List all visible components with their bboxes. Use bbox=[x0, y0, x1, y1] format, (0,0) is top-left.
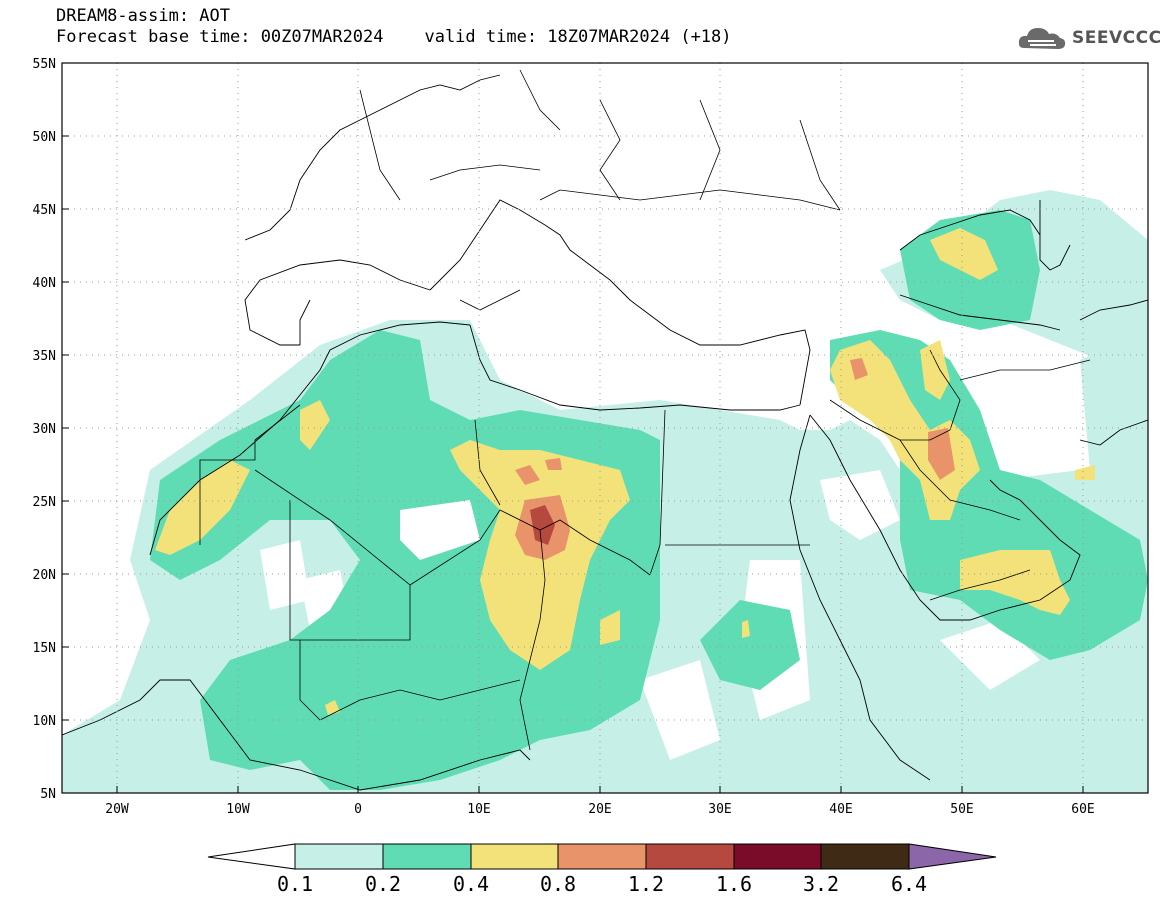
lat-label: 10N bbox=[33, 714, 56, 729]
colorbar-label: 1.6 bbox=[716, 872, 752, 896]
lon-label: 20W bbox=[105, 802, 129, 817]
lat-label: 15N bbox=[33, 641, 56, 656]
aot-level-0.2 bbox=[150, 210, 1148, 790]
lon-label: 30E bbox=[708, 802, 731, 817]
colorbar-label: 6.4 bbox=[891, 872, 927, 896]
header-valid-time: valid time: 18Z07MAR2024 (+18) bbox=[424, 27, 732, 47]
lon-label: 60E bbox=[1071, 802, 1094, 817]
colorbar-swatch bbox=[820, 843, 910, 870]
lon-label: 40E bbox=[829, 802, 852, 817]
lat-label: 35N bbox=[33, 349, 56, 364]
colorbar-label: 3.2 bbox=[803, 872, 839, 896]
lon-label: 20E bbox=[588, 802, 611, 817]
lat-label: 20N bbox=[33, 568, 56, 583]
axis-ticks bbox=[62, 62, 1084, 793]
lon-labels: 20W 10W 0 10E 20E 30E 40E 50E 60E bbox=[105, 802, 1094, 817]
colorbar-right-arrow bbox=[908, 843, 997, 870]
colorbar-label: 0.2 bbox=[365, 872, 401, 896]
lat-label: 55N bbox=[33, 57, 56, 72]
seevccc-logo: SEEVCCC bbox=[1016, 22, 1161, 56]
colorbar-swatch bbox=[382, 843, 472, 870]
lat-label: 40N bbox=[33, 276, 56, 291]
aot-level-1.2 bbox=[530, 505, 555, 545]
logo-text: SEEVCCC bbox=[1072, 28, 1162, 48]
cloud-logo-icon bbox=[1018, 28, 1066, 49]
lat-label: 5N bbox=[40, 787, 56, 802]
lon-label: 10E bbox=[467, 802, 490, 817]
coastlines bbox=[62, 74, 1148, 791]
lat-label: 25N bbox=[33, 495, 56, 510]
colorbar-left-arrow bbox=[207, 843, 296, 870]
colorbar-swatch bbox=[733, 843, 822, 870]
colorbar-swatch bbox=[557, 843, 647, 870]
colorbar-label: 1.2 bbox=[628, 872, 664, 896]
header-title: DREAM8-assim: AOT bbox=[56, 6, 230, 26]
map-header: DREAM8-assim: AOT Forecast base time: 00… bbox=[56, 6, 732, 48]
colorbar-swatch bbox=[470, 843, 559, 870]
colorbar-swatch bbox=[645, 843, 735, 870]
lon-label: 50E bbox=[950, 802, 973, 817]
graticule bbox=[62, 63, 1148, 793]
lat-label: 50N bbox=[33, 130, 56, 145]
aot-fields bbox=[62, 190, 1148, 793]
lon-label: 0 bbox=[354, 802, 362, 817]
lon-label: 10W bbox=[226, 802, 250, 817]
colorbar-label: 0.1 bbox=[277, 872, 313, 896]
lat-labels: 55N 50N 45N 40N 35N 30N 25N 20N 15N 10N … bbox=[33, 57, 56, 802]
aot-mid-holes bbox=[260, 500, 480, 610]
country-borders bbox=[199, 69, 1091, 751]
colorbar-labels: 0.1 0.2 0.4 0.8 1.2 1.6 3.2 6.4 bbox=[277, 872, 927, 896]
header-base-time: Forecast base time: 00Z07MAR2024 bbox=[56, 27, 384, 47]
colorbar: 0.1 0.2 0.4 0.8 1.2 1.6 3.2 6.4 bbox=[207, 843, 997, 896]
colorbar-swatch bbox=[294, 843, 384, 870]
lat-label: 30N bbox=[33, 422, 56, 437]
lat-label: 45N bbox=[33, 203, 56, 218]
colorbar-label: 0.4 bbox=[453, 872, 489, 896]
colorbar-label: 0.8 bbox=[540, 872, 576, 896]
